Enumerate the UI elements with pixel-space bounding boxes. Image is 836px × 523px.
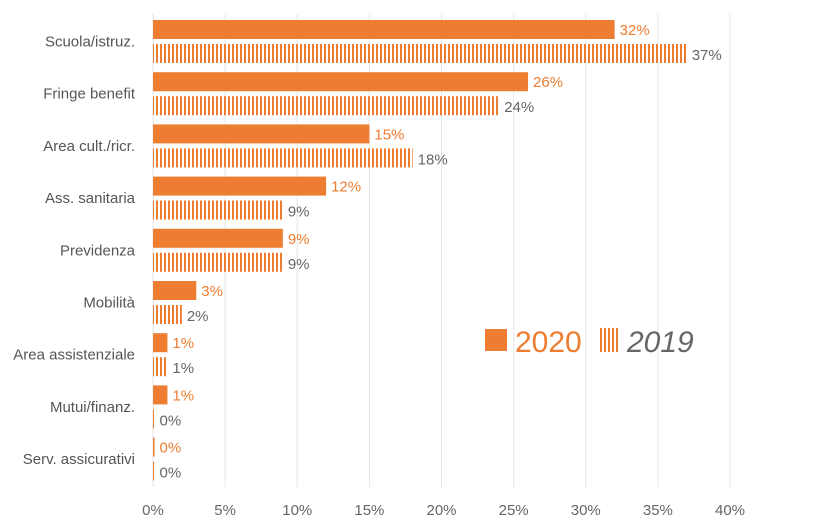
x-tick-label: 0% [142,502,164,519]
category-label: Serv. assicurativi [23,451,135,468]
series-2019-bars [153,44,687,481]
bar-2019 [153,409,155,429]
bar-2020 [153,437,155,457]
x-tick-label: 35% [643,502,673,519]
bar-2020 [153,124,370,144]
data-label-2019: 0% [160,412,182,429]
data-label-2020: 1% [172,387,194,404]
legend-swatch-2019 [598,328,618,352]
bar-2019 [153,305,182,324]
series-2020-bars [153,20,615,457]
bar-2020 [153,176,327,196]
category-label: Previdenza [60,242,136,259]
bar-2019 [153,148,413,168]
bar-2019 [153,96,500,116]
data-label-2020: 15% [374,126,404,143]
x-tick-label: 5% [214,502,236,519]
bar-2020 [153,20,615,39]
bar-2020 [153,281,197,300]
data-label-2019: 9% [288,204,310,221]
x-tick-label: 40% [715,502,745,519]
data-label-2019: 0% [160,465,182,482]
bar-2020 [153,333,168,353]
bar-2019 [153,357,168,377]
category-label: Area assistenziale [13,347,135,364]
data-label-2019: 24% [504,99,534,116]
x-axis-ticks: 0% 5% 10% 15% 20% 25% 30% 35% 40% [142,502,745,519]
data-label-2020: 1% [172,335,194,352]
data-label-2019: 2% [187,308,209,325]
legend-label-2019: 2019 [626,326,694,359]
bar-2019 [153,44,687,63]
x-tick-label: 20% [426,502,456,519]
x-tick-label: 15% [354,502,384,519]
category-label: Mobilità [83,295,135,312]
legend-swatch-2020 [485,329,507,351]
data-label-2020: 26% [533,74,563,91]
data-label-2019: 18% [418,151,448,168]
legend: 2020 2019 [485,326,694,359]
data-labels: 32% 37% 26% 24% 15% 18% 12% 9% 9% 9% 3% 2% 1% 1% 1% 0% 0… [160,22,722,482]
bar-2020 [153,72,529,92]
category-label: Scuola/istruz. [45,34,135,51]
data-label-2020: 3% [201,283,223,300]
bar-2020 [153,385,168,405]
bar-2019 [153,461,155,481]
category-label: Mutui/finanz. [50,399,135,416]
data-label-2019: 9% [288,256,310,273]
category-labels: Scuola/istruz. Fringe benefit Area cult./r… [13,34,136,469]
data-label-2020: 32% [620,22,650,39]
legend-label-2020: 2020 [515,326,582,359]
x-tick-label: 30% [571,502,601,519]
x-tick-label: 10% [282,502,312,519]
data-label-2020: 12% [331,179,361,196]
bar-2020 [153,228,283,248]
category-label: Ass. sanitaria [45,190,136,207]
category-label: Area cult./ricr. [43,138,135,155]
data-label-2019: 1% [172,360,194,377]
gridlines [152,14,731,487]
bar-2019 [153,200,283,220]
x-tick-label: 25% [499,502,529,519]
data-label-2019: 37% [692,47,722,64]
category-label: Fringe benefit [43,86,136,103]
bar-2019 [153,252,283,272]
data-label-2020: 0% [160,440,182,457]
data-label-2020: 9% [288,231,310,248]
